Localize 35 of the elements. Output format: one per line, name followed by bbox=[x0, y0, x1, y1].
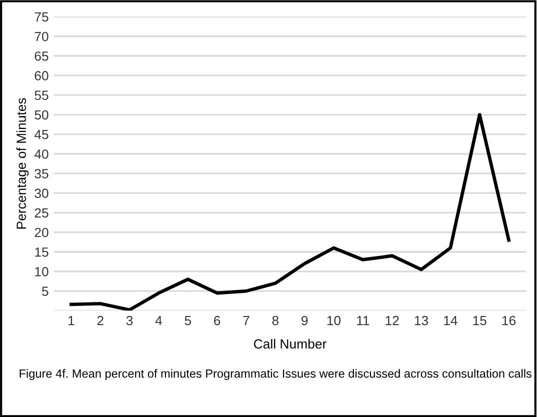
y-tick-label: 35 bbox=[34, 169, 48, 178]
y-tick-label: 5 bbox=[42, 286, 48, 296]
y-tick-label: 40 bbox=[34, 149, 48, 159]
y-tick-label: 75 bbox=[34, 12, 48, 22]
x-tick-label: 9 bbox=[302, 316, 308, 326]
x-tick-label: 10 bbox=[327, 316, 341, 326]
x-tick-label: 3 bbox=[126, 316, 133, 326]
y-tick-label: 50 bbox=[34, 110, 48, 120]
x-tick-label: 6 bbox=[214, 316, 220, 326]
y-tick-label: 10 bbox=[35, 267, 48, 276]
y-tick-label: 55 bbox=[34, 90, 48, 100]
y-tick-label: 30 bbox=[34, 188, 48, 198]
x-tick-label: 13 bbox=[414, 316, 428, 326]
x-tick-label: 4 bbox=[155, 316, 162, 326]
y-tick-label: 20 bbox=[34, 228, 48, 238]
x-tick-label: 12 bbox=[386, 316, 399, 326]
line-series bbox=[70, 113, 510, 311]
y-tick-label: 65 bbox=[34, 51, 48, 61]
y-tick-label: 70 bbox=[34, 32, 48, 42]
x-tick-label: 8 bbox=[272, 316, 278, 326]
x-tick-label: 1 bbox=[68, 316, 74, 326]
x-tick-label: 5 bbox=[184, 316, 191, 326]
y-tick-label: 45 bbox=[34, 130, 48, 140]
caption: Figure 4f. Mean percent of minutes Programmatic Issues were discussed across consultation calls bbox=[20, 369, 532, 380]
x-tick-label: 11 bbox=[357, 316, 370, 326]
x-axis-title: Call Number bbox=[254, 338, 326, 349]
y-tick-label: 60 bbox=[34, 71, 48, 80]
x-tick-label: 14 bbox=[444, 316, 458, 326]
x-tick-label: 7 bbox=[243, 316, 250, 326]
x-tick-label: 16 bbox=[502, 316, 516, 326]
y-tick-label: 25 bbox=[34, 208, 48, 218]
x-tick-label: 15 bbox=[473, 316, 486, 326]
y-tick-label: 15 bbox=[35, 248, 48, 257]
x-tick-label: 2 bbox=[97, 316, 104, 326]
y-axis-title: Percentage of Minutes bbox=[16, 98, 29, 229]
